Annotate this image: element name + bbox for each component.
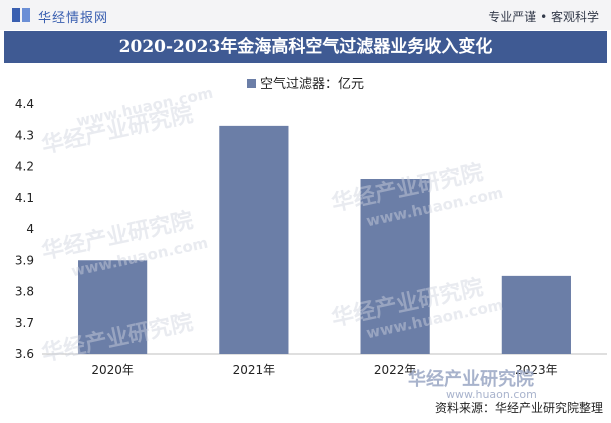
bar	[78, 260, 148, 354]
top-bar: 华经情报网 专业严谨 • 客观科学	[0, 0, 611, 30]
slogan: 专业严谨 • 客观科学	[488, 10, 599, 24]
chart-title: 2020-2023年金海高科空气过滤器业务收入变化	[118, 37, 493, 57]
x-tick-label: 2023年	[515, 363, 558, 377]
legend-swatch	[246, 79, 256, 88]
x-tick-label: 2020年	[91, 363, 134, 377]
y-tick-label: 4	[26, 222, 34, 236]
logo-text: 华经情报网	[38, 11, 109, 26]
y-tick-label: 3.6	[15, 347, 34, 361]
watermark-corner: 华经产业研究院	[408, 369, 534, 390]
x-tick-label: 2022年	[374, 363, 417, 377]
y-tick-label: 4.3	[15, 128, 34, 142]
y-tick-label: 3.9	[15, 253, 34, 267]
source-note: 资料来源：华经产业研究院整理	[434, 401, 603, 415]
y-tick-label: 4.2	[15, 160, 34, 174]
bar	[219, 125, 289, 354]
legend: 空气过滤器：亿元	[0, 73, 611, 92]
x-tick-label: 2021年	[233, 363, 276, 377]
y-tick-label: 3.7	[15, 316, 34, 330]
watermark-corner-url: www.huaon.com	[446, 388, 537, 401]
y-tick-label: 4.1	[15, 191, 34, 205]
bar	[501, 275, 571, 354]
title-band: 2020-2023年金海高科空气过滤器业务收入变化	[4, 31, 607, 63]
huajing-logo-icon	[12, 8, 30, 22]
y-tick-label: 4.4	[15, 97, 34, 111]
y-tick-label: 3.8	[15, 285, 34, 299]
legend-label: 空气过滤器：亿元	[259, 77, 364, 92]
bar	[360, 179, 430, 354]
